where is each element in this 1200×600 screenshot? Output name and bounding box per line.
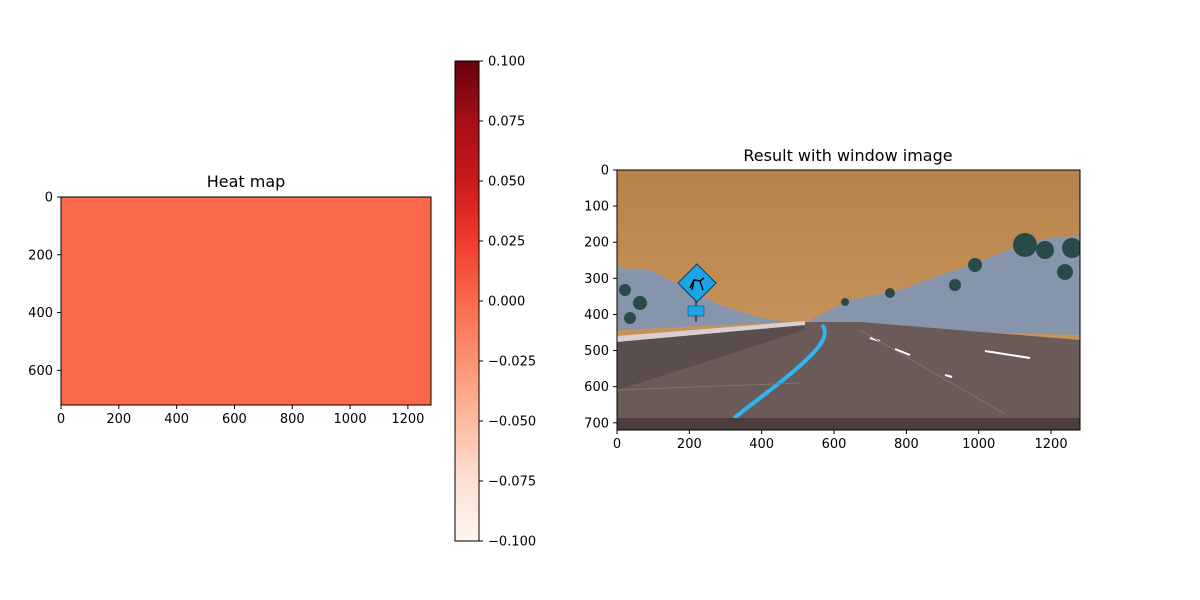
car-hood [617,418,1080,430]
colorbar-tick-label: −0.100 [488,535,536,550]
result-x-axis: 0 200 400 600 800 1000 1200 [613,430,1068,452]
result-xtick-label: 600 [822,437,847,452]
road-seam [859,329,1006,415]
colorbar-tick-label: −0.025 [488,355,536,370]
trees [619,233,1080,324]
result-xtick-label: 1000 [962,437,995,452]
colorbar-tick-label: 0.050 [488,175,525,190]
heatmap-xtick-label: 0 [57,412,65,427]
heatmap-x-axis: 0 200 400 600 800 1000 1200 [57,405,424,427]
heatmap-ytick-label: 200 [28,248,53,263]
left-hillside [617,268,790,330]
colorbar-tick-label: −0.075 [488,475,536,490]
result-ytick-label: 0 [601,164,609,179]
heatmap-xtick-label: 1000 [334,412,367,427]
result-y-axis: 0 100 200 300 400 500 600 700 [584,164,617,431]
barrier-edge [617,321,805,342]
heatmap-frame [60,196,432,406]
median-barrier [617,322,805,390]
result-xtick-label: 800 [894,437,919,452]
result-xtick-label: 1200 [1035,437,1068,452]
colorbar: 0.100 0.075 0.050 0.025 0.000 −0.025 −0.050 −0.… [454,55,536,550]
road-image [617,170,1080,430]
road-seam-2 [617,382,801,391]
heatmap-ytick-label: 600 [28,364,53,379]
result-title: Result with window image [743,146,952,165]
heatmap-ytick-label: 400 [28,306,53,321]
result-xtick-label: 0 [613,437,621,452]
heatmap-xtick-label: 400 [164,412,189,427]
heatmap-y-axis: 0 200 400 600 [28,191,61,379]
colorbar-gradient [455,61,479,541]
result-xtick-label: 400 [749,437,774,452]
result-ytick-label: 700 [584,416,609,431]
heatmap-cells [61,197,431,405]
colorbar-tick-label: −0.050 [488,415,536,430]
colorbar-ticks: 0.100 0.075 0.050 0.025 0.000 −0.025 −0.050 −0.… [479,55,536,550]
result-ytick-label: 400 [584,308,609,323]
result-panel: Result with window image [584,146,1081,452]
result-xtick-label: 200 [677,437,702,452]
colorbar-tick-label: 0.075 [488,115,525,130]
heatmap-xtick-label: 200 [106,412,131,427]
colorbar-tick-label: 0.000 [488,295,525,310]
result-ytick-label: 100 [584,200,609,215]
heatmap-panel: Heat map 0 200 400 600 800 1000 1200 0 200 400 60… [28,172,432,427]
result-ytick-label: 200 [584,236,609,251]
result-ytick-label: 600 [584,380,609,395]
heatmap-title: Heat map [207,172,286,191]
deer-crossing-sign-icon [677,263,717,322]
result-ytick-label: 500 [584,344,609,359]
result-frame [616,169,1081,431]
heatmap-xtick-label: 800 [280,412,305,427]
heatmap-ytick-label: 0 [45,191,53,206]
heatmap-xtick-label: 1200 [391,412,424,427]
heatmap-xtick-label: 600 [222,412,247,427]
colorbar-tick-label: 0.025 [488,235,525,250]
result-ytick-label: 300 [584,272,609,287]
detected-lane-line [732,323,827,420]
colorbar-tick-label: 0.100 [488,55,525,70]
right-hillside [810,236,1080,335]
